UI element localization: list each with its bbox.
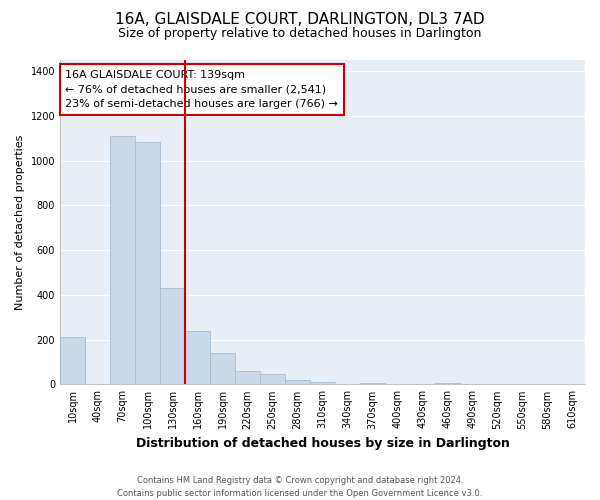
Bar — [285, 380, 310, 384]
Bar — [435, 382, 460, 384]
Bar — [210, 353, 235, 384]
Text: Size of property relative to detached houses in Darlington: Size of property relative to detached ho… — [118, 28, 482, 40]
Bar — [260, 374, 285, 384]
Text: 16A, GLAISDALE COURT, DARLINGTON, DL3 7AD: 16A, GLAISDALE COURT, DARLINGTON, DL3 7A… — [115, 12, 485, 28]
Bar — [310, 382, 335, 384]
Text: 16A GLAISDALE COURT: 139sqm
← 76% of detached houses are smaller (2,541)
23% of : 16A GLAISDALE COURT: 139sqm ← 76% of det… — [65, 70, 338, 110]
X-axis label: Distribution of detached houses by size in Darlington: Distribution of detached houses by size … — [136, 437, 509, 450]
Bar — [235, 371, 260, 384]
Bar — [135, 142, 160, 384]
Text: Contains HM Land Registry data © Crown copyright and database right 2024.
Contai: Contains HM Land Registry data © Crown c… — [118, 476, 482, 498]
Bar — [185, 330, 210, 384]
Bar — [360, 382, 385, 384]
Y-axis label: Number of detached properties: Number of detached properties — [15, 134, 25, 310]
Bar — [160, 288, 185, 384]
Bar — [110, 136, 135, 384]
Bar — [60, 338, 85, 384]
